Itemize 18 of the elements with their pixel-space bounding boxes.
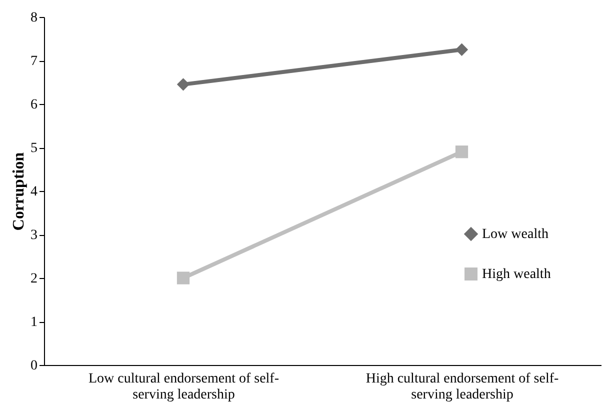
point — [455, 43, 468, 56]
y-tick-label: 2 — [30, 272, 38, 286]
legend-label: High wealth — [482, 267, 551, 282]
point — [455, 146, 468, 158]
y-axis-title: Corruption — [10, 152, 28, 231]
y-tick-label: 6 — [30, 98, 38, 112]
y-tick-label: 3 — [30, 228, 38, 243]
point — [176, 78, 190, 91]
y-tick-label: 7 — [30, 54, 38, 69]
y-tick-label: 5 — [30, 141, 38, 156]
y-tick-label: 8 — [30, 10, 38, 26]
y-tick-label: 1 — [30, 315, 38, 330]
legend-label: Low wealth — [482, 227, 548, 242]
point — [176, 272, 190, 284]
x-tick-label: High cultural endorsement of self-serving leadership — [366, 372, 559, 402]
y-tick-label: 4 — [30, 184, 38, 200]
x-tick-label: Low cultural endorsement of self-serving leadership — [88, 372, 280, 402]
y-tick-label: 0 — [30, 358, 38, 374]
